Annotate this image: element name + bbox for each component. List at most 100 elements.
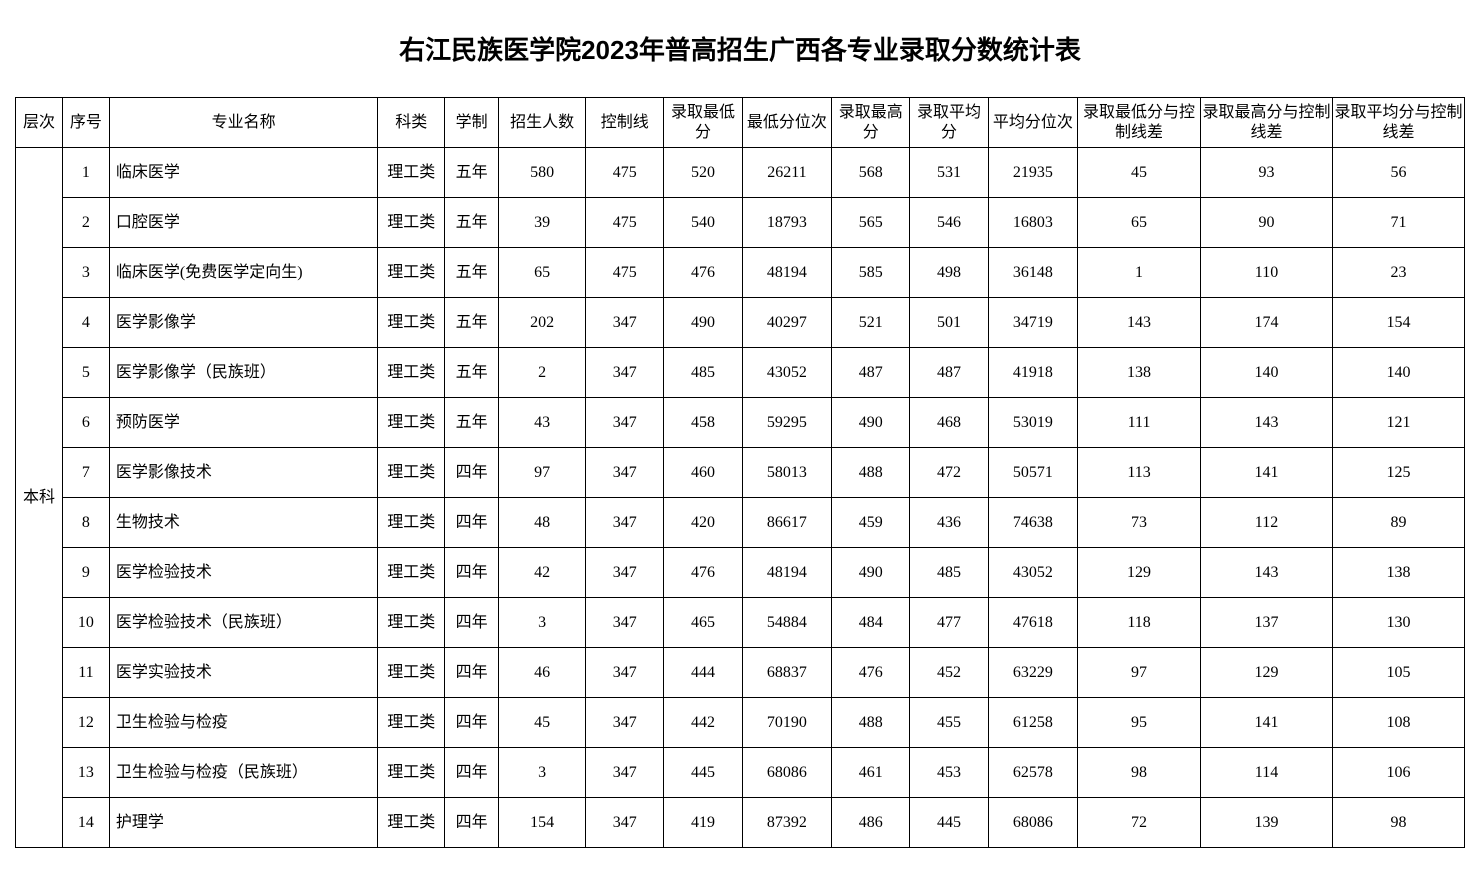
cell-avg: 546 xyxy=(910,198,988,248)
cell-category: 理工类 xyxy=(378,598,445,648)
cell-index: 6 xyxy=(62,398,109,448)
table-row: 10医学检验技术（民族班）理工类四年3347465548844844774761… xyxy=(16,598,1465,648)
cell-index: 10 xyxy=(62,598,109,648)
cell-avg: 487 xyxy=(910,348,988,398)
table-row: 本科1临床医学理工类五年5804755202621156853121935459… xyxy=(16,148,1465,198)
cell-ctrl: 347 xyxy=(586,448,664,498)
cell-enroll: 202 xyxy=(498,298,585,348)
cell-index: 5 xyxy=(62,348,109,398)
cell-diff-min: 73 xyxy=(1078,498,1201,548)
cell-min: 442 xyxy=(664,698,742,748)
cell-max: 585 xyxy=(832,248,910,298)
cell-diff-avg: 98 xyxy=(1332,798,1464,848)
cell-category: 理工类 xyxy=(378,148,445,198)
cell-category: 理工类 xyxy=(378,248,445,298)
table-row: 8生物技术理工类四年483474208661745943674638731128… xyxy=(16,498,1465,548)
cell-category: 理工类 xyxy=(378,198,445,248)
cell-enroll: 580 xyxy=(498,148,585,198)
cell-diff-avg: 106 xyxy=(1332,748,1464,798)
cell-ctrl: 347 xyxy=(586,298,664,348)
cell-category: 理工类 xyxy=(378,698,445,748)
cell-avg: 477 xyxy=(910,598,988,648)
cell-avgrank: 50571 xyxy=(988,448,1077,498)
cell-diff-max: 143 xyxy=(1201,398,1333,448)
cell-max: 486 xyxy=(832,798,910,848)
cell-diff-min: 129 xyxy=(1078,548,1201,598)
cell-ctrl: 347 xyxy=(586,548,664,598)
cell-duration: 四年 xyxy=(445,548,499,598)
cell-ctrl: 347 xyxy=(586,348,664,398)
cell-duration: 四年 xyxy=(445,648,499,698)
col-duration: 学制 xyxy=(445,98,499,148)
cell-diff-min: 65 xyxy=(1078,198,1201,248)
cell-diff-avg: 71 xyxy=(1332,198,1464,248)
cell-ctrl: 475 xyxy=(586,148,664,198)
cell-enroll: 48 xyxy=(498,498,585,548)
cell-category: 理工类 xyxy=(378,498,445,548)
page-title: 右江民族医学院2023年普高招生广西各专业录取分数统计表 xyxy=(15,30,1465,67)
cell-min: 465 xyxy=(664,598,742,648)
table-row: 5医学影像学（民族班）理工类五年234748543052487487419181… xyxy=(16,348,1465,398)
cell-diff-avg: 89 xyxy=(1332,498,1464,548)
table-row: 7医学影像技术理工类四年9734746058013488472505711131… xyxy=(16,448,1465,498)
cell-ctrl: 347 xyxy=(586,698,664,748)
cell-max: 488 xyxy=(832,698,910,748)
cell-max: 459 xyxy=(832,498,910,548)
cell-enroll: 3 xyxy=(498,748,585,798)
cell-avgrank: 36148 xyxy=(988,248,1077,298)
cell-enroll: 3 xyxy=(498,598,585,648)
cell-index: 8 xyxy=(62,498,109,548)
cell-duration: 五年 xyxy=(445,348,499,398)
cell-diff-avg: 56 xyxy=(1332,148,1464,198)
cell-avg: 531 xyxy=(910,148,988,198)
cell-max: 488 xyxy=(832,448,910,498)
cell-index: 1 xyxy=(62,148,109,198)
cell-index: 2 xyxy=(62,198,109,248)
cell-category: 理工类 xyxy=(378,648,445,698)
cell-diff-min: 111 xyxy=(1078,398,1201,448)
cell-diff-max: 143 xyxy=(1201,548,1333,598)
col-minrank: 最低分位次 xyxy=(742,98,831,148)
level-cell: 本科 xyxy=(16,148,63,848)
cell-min: 458 xyxy=(664,398,742,448)
cell-avgrank: 53019 xyxy=(988,398,1077,448)
table-row: 12卫生检验与检疫理工类四年45347442701904884556125895… xyxy=(16,698,1465,748)
cell-avg: 455 xyxy=(910,698,988,748)
cell-index: 11 xyxy=(62,648,109,698)
col-min: 录取最低分 xyxy=(664,98,742,148)
cell-avg: 453 xyxy=(910,748,988,798)
table-row: 11医学实验技术理工类四年463474446883747645263229971… xyxy=(16,648,1465,698)
col-category: 科类 xyxy=(378,98,445,148)
col-diff-min: 录取最低分与控制线差 xyxy=(1078,98,1201,148)
cell-major: 预防医学 xyxy=(109,398,377,448)
cell-max: 461 xyxy=(832,748,910,798)
col-index: 序号 xyxy=(62,98,109,148)
cell-minrank: 26211 xyxy=(742,148,831,198)
cell-major: 口腔医学 xyxy=(109,198,377,248)
cell-diff-avg: 23 xyxy=(1332,248,1464,298)
cell-enroll: 97 xyxy=(498,448,585,498)
cell-avg: 485 xyxy=(910,548,988,598)
cell-index: 12 xyxy=(62,698,109,748)
cell-major: 医学影像学（民族班） xyxy=(109,348,377,398)
cell-major: 医学影像学 xyxy=(109,298,377,348)
cell-minrank: 68086 xyxy=(742,748,831,798)
admission-table: 层次 序号 专业名称 科类 学制 招生人数 控制线 录取最低分 最低分位次 录取… xyxy=(15,97,1465,848)
cell-avg: 501 xyxy=(910,298,988,348)
cell-category: 理工类 xyxy=(378,348,445,398)
cell-duration: 四年 xyxy=(445,448,499,498)
cell-diff-max: 174 xyxy=(1201,298,1333,348)
cell-duration: 四年 xyxy=(445,798,499,848)
cell-diff-avg: 108 xyxy=(1332,698,1464,748)
cell-minrank: 86617 xyxy=(742,498,831,548)
table-body: 本科1临床医学理工类五年5804755202621156853121935459… xyxy=(16,148,1465,848)
cell-avgrank: 68086 xyxy=(988,798,1077,848)
cell-diff-max: 110 xyxy=(1201,248,1333,298)
cell-diff-max: 90 xyxy=(1201,198,1333,248)
cell-max: 490 xyxy=(832,548,910,598)
cell-diff-min: 113 xyxy=(1078,448,1201,498)
cell-minrank: 58013 xyxy=(742,448,831,498)
cell-avgrank: 47618 xyxy=(988,598,1077,648)
cell-minrank: 40297 xyxy=(742,298,831,348)
cell-category: 理工类 xyxy=(378,798,445,848)
